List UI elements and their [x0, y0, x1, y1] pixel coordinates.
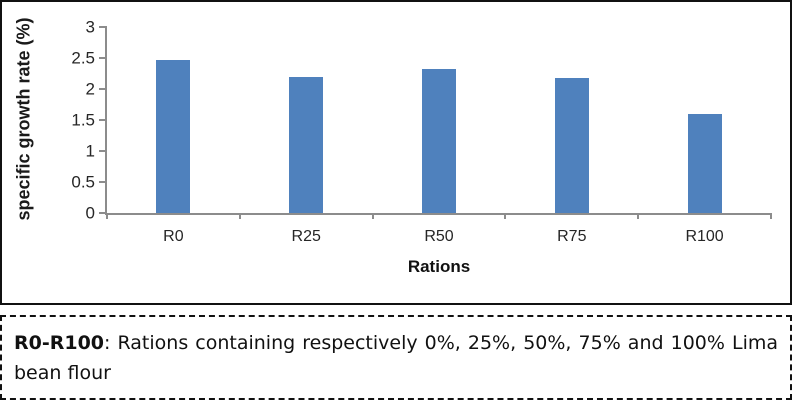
y-tick-mark: [99, 212, 107, 214]
bar-r100: [687, 113, 722, 213]
y-tick-label: 0.5: [71, 172, 95, 192]
caption-term: R0-R100: [14, 332, 105, 354]
chart-panel: specific growth rate (%) 0 0.5 1 1.5 2 2.5 3 R…: [0, 0, 792, 305]
y-tick-label: 3: [85, 17, 95, 37]
x-tick-mark: [371, 213, 374, 219]
y-tick-label: 2: [85, 79, 95, 99]
x-tick-mark: [238, 213, 241, 219]
y-tick-mark: [99, 150, 107, 153]
x-tick-label: R50: [424, 228, 454, 245]
x-axis-title: Rations: [407, 257, 471, 276]
x-tick-mark: [637, 213, 640, 219]
figure-caption: R0-R100: Rations containing respectively…: [14, 328, 778, 389]
x-axis-category-labels: R0 R25 R50 R75 R100: [107, 228, 771, 246]
bar-r50: [422, 69, 456, 213]
caption-separator: :: [104, 332, 118, 354]
caption-text: Rations containing respectively 0%, 25%,…: [14, 332, 778, 385]
y-tick-label: 1.5: [71, 110, 95, 130]
y-tick-mark: [99, 57, 107, 59]
bar-r75: [554, 77, 589, 213]
y-tick-mark: [99, 88, 107, 91]
y-tick-label: 0: [85, 203, 95, 223]
y-axis-title: specific growth rate (%): [13, 17, 34, 221]
x-tick-label: R75: [557, 228, 587, 245]
x-tick-label: R0: [163, 228, 184, 245]
bar-r25: [289, 76, 324, 213]
plot-area: 0 0.5 1 1.5 2 2.5 3: [71, 19, 772, 222]
x-tick-mark: [770, 213, 772, 219]
y-tick-label: 1: [85, 141, 95, 161]
x-tick-label: R25: [291, 228, 321, 245]
y-tick-mark: [99, 26, 107, 28]
x-tick-mark: [504, 213, 507, 219]
y-tick-mark: [99, 181, 107, 184]
y-tick-mark: [99, 119, 107, 121]
bar-r0: [156, 59, 191, 213]
y-tick-label: 2.5: [71, 48, 95, 68]
caption-panel: R0-R100: Rations containing respectively…: [0, 315, 792, 400]
x-tick-mark: [106, 213, 108, 219]
x-tick-label: R100: [685, 228, 724, 245]
